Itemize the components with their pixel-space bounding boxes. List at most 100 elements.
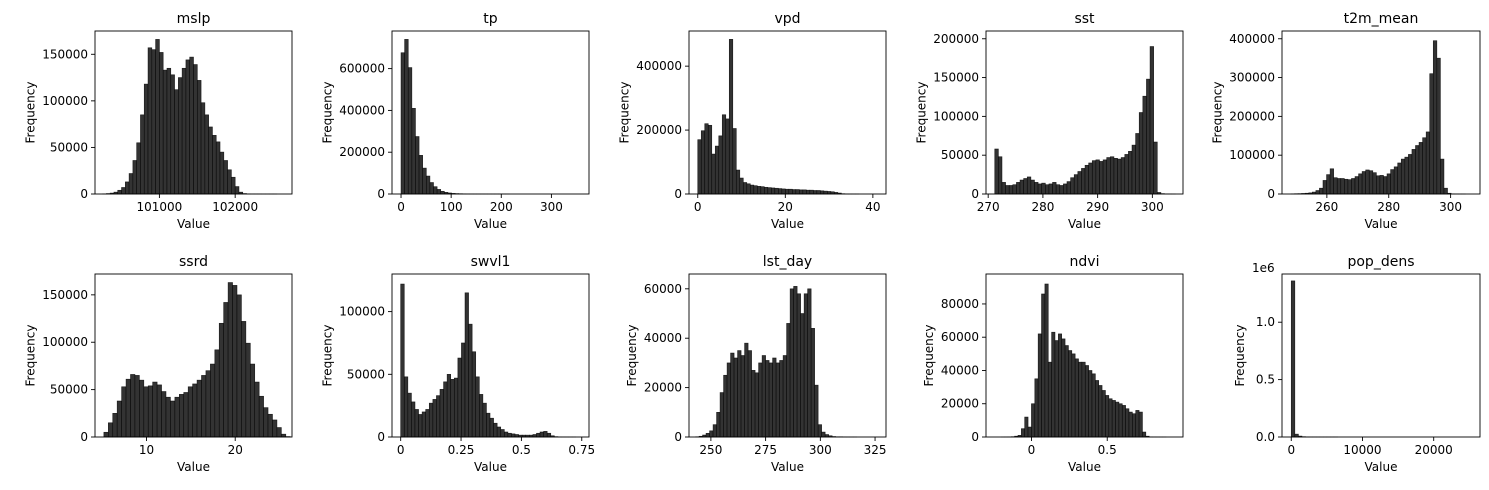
subplot-ssrd: 10 20 0 50000 100000 150000 ssrd Value Frequency bbox=[23, 254, 293, 474]
histogram-bar bbox=[231, 176, 236, 195]
x-tick-label: 0 bbox=[1028, 443, 1036, 457]
histogram-bar bbox=[539, 431, 544, 438]
histogram-bar bbox=[152, 381, 158, 438]
histogram-bar bbox=[1026, 176, 1032, 195]
histogram-bar bbox=[236, 294, 242, 438]
x-tick-label: 10000 bbox=[1343, 443, 1381, 457]
histogram-bar bbox=[740, 355, 745, 438]
histogram-bar bbox=[187, 386, 193, 438]
axes-frame bbox=[1281, 273, 1481, 438]
histogram-bar bbox=[189, 56, 194, 195]
histogram-bar bbox=[1344, 178, 1349, 195]
histogram-bar bbox=[1115, 401, 1120, 438]
histogram-bar bbox=[219, 151, 225, 195]
histogram-bar bbox=[170, 74, 175, 195]
x-tick-label: 0.5 bbox=[1098, 443, 1117, 457]
histogram-bar bbox=[789, 288, 794, 438]
histogram-bar bbox=[147, 47, 153, 195]
histogram-bar bbox=[1368, 170, 1374, 195]
histogram-bar bbox=[765, 360, 770, 438]
histogram-bar bbox=[478, 394, 484, 438]
x-tick-label: 260 bbox=[1315, 200, 1338, 214]
histogram-bar bbox=[223, 302, 229, 438]
histogram-bar bbox=[1315, 190, 1320, 195]
histogram-bar bbox=[730, 352, 735, 438]
histogram-bar bbox=[1044, 283, 1049, 438]
subplot-title: pop_dens bbox=[1347, 254, 1414, 270]
histogram-bar bbox=[739, 177, 744, 195]
bars bbox=[695, 286, 857, 438]
histogram-bar bbox=[215, 141, 221, 195]
y-axis-label: Frequency bbox=[914, 82, 928, 144]
histogram-bar bbox=[1131, 144, 1136, 195]
histogram-bar bbox=[751, 370, 756, 438]
x-tick-label: 0 bbox=[1287, 443, 1295, 457]
histogram-bar bbox=[767, 187, 772, 195]
y-tick-label: 1.0 bbox=[1256, 315, 1275, 329]
x-axis-label: Value bbox=[771, 217, 804, 231]
histogram-bar bbox=[214, 349, 220, 438]
histogram-bar bbox=[770, 187, 776, 195]
histogram-bar bbox=[155, 39, 160, 195]
x-axis-label: Value bbox=[1068, 217, 1101, 231]
y-tick-label: 150000 bbox=[933, 71, 979, 85]
histogram-bar bbox=[737, 350, 742, 438]
histogram-bar bbox=[1354, 176, 1359, 195]
subplot-title: tp bbox=[483, 11, 497, 27]
histogram-bar bbox=[1393, 166, 1399, 195]
histogram-bar bbox=[128, 173, 134, 195]
y-tick-label: 150000 bbox=[42, 47, 88, 61]
histogram-bar bbox=[404, 39, 409, 195]
x-tick-label: 20 bbox=[228, 443, 243, 457]
y-axis-label: Frequency bbox=[1210, 82, 1224, 144]
y-tick-label: 200000 bbox=[1229, 109, 1275, 123]
histogram-bar bbox=[429, 182, 434, 195]
axes-frame bbox=[985, 30, 1184, 195]
axes-frame bbox=[391, 273, 590, 438]
histogram-bar bbox=[482, 402, 487, 438]
histogram-bar bbox=[436, 395, 441, 438]
histogram-bar bbox=[1091, 160, 1097, 195]
histogram-bar bbox=[1440, 158, 1445, 195]
histogram-bar bbox=[210, 363, 216, 438]
subplot-t2m_mean: 260 280 300 0 100000 200000 300000 400000 t2m_me… bbox=[1210, 11, 1481, 231]
histogram-bar bbox=[994, 148, 999, 195]
histogram-bar bbox=[132, 160, 137, 195]
histogram-bar bbox=[793, 286, 798, 438]
histogram-bar bbox=[1135, 133, 1140, 195]
histogram-bar bbox=[453, 377, 459, 438]
histogram-bar bbox=[1117, 158, 1122, 195]
histogram-bar bbox=[803, 293, 808, 438]
histogram-bar bbox=[1047, 361, 1052, 438]
y-tick-label: 200000 bbox=[339, 145, 385, 159]
y-tick-label: 40000 bbox=[644, 331, 682, 345]
x-tick-label: 20000 bbox=[1415, 443, 1453, 457]
histogram-bar bbox=[125, 181, 130, 195]
histogram-bar bbox=[139, 379, 145, 438]
y-tick-label: 100000 bbox=[339, 305, 385, 319]
histogram-bar bbox=[212, 135, 217, 195]
histogram-bar bbox=[723, 374, 728, 438]
histogram-bar bbox=[185, 59, 191, 195]
x-tick-label: 0 bbox=[694, 200, 702, 214]
histogram-bar bbox=[1379, 175, 1384, 195]
histogram-bar bbox=[1102, 159, 1108, 195]
histogram-bar bbox=[1037, 183, 1043, 195]
histogram-bar bbox=[707, 124, 713, 195]
histogram-bar bbox=[1390, 169, 1395, 195]
axes-frame bbox=[94, 30, 293, 195]
histogram-bar bbox=[439, 389, 444, 438]
histogram-bar bbox=[121, 187, 126, 195]
histogram-bar bbox=[411, 401, 416, 438]
histogram-bar bbox=[1329, 168, 1334, 195]
histogram-bar bbox=[1095, 380, 1100, 438]
histogram-bar bbox=[779, 360, 784, 438]
histogram-bar bbox=[1108, 398, 1113, 438]
histogram-bar bbox=[1074, 358, 1079, 438]
histogram-bar bbox=[267, 413, 273, 438]
y-tick-label: 100000 bbox=[933, 109, 979, 123]
histogram-bar bbox=[1400, 158, 1406, 195]
histogram-bar bbox=[1110, 156, 1115, 195]
histogram-bar bbox=[272, 419, 278, 438]
axes-frame bbox=[94, 273, 293, 438]
